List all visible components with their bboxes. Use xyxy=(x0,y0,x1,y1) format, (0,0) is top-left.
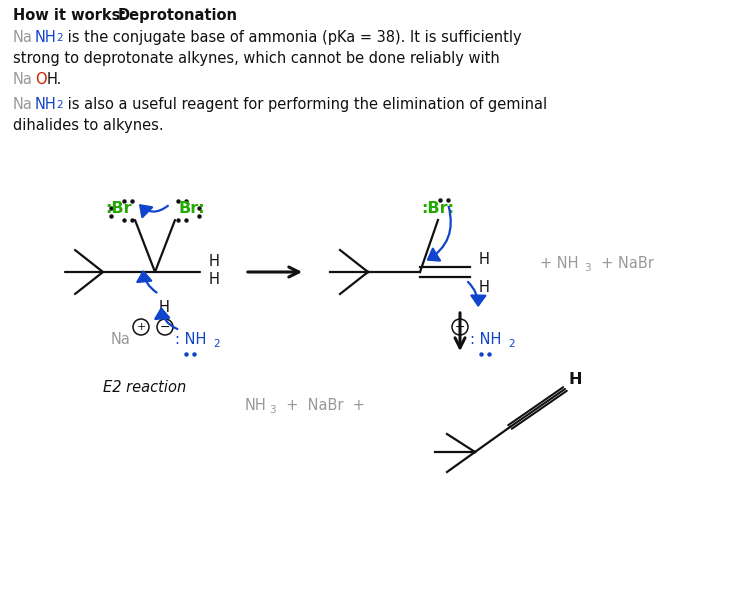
Text: 2: 2 xyxy=(508,339,514,349)
Text: : NH: : NH xyxy=(470,332,501,347)
FancyArrowPatch shape xyxy=(468,282,485,305)
Text: H: H xyxy=(479,252,490,267)
Text: H: H xyxy=(159,300,170,315)
Text: 2: 2 xyxy=(56,100,63,110)
Text: H: H xyxy=(209,255,220,270)
Text: Na: Na xyxy=(13,72,33,87)
Text: H: H xyxy=(479,281,490,296)
Text: dihalides to alkynes.: dihalides to alkynes. xyxy=(13,118,163,133)
Text: Na: Na xyxy=(13,97,33,112)
Text: 3: 3 xyxy=(269,405,275,415)
Text: E2 reaction: E2 reaction xyxy=(103,380,187,395)
Text: −: − xyxy=(160,320,170,334)
Text: :Br:: :Br: xyxy=(422,201,455,216)
Text: NH: NH xyxy=(35,30,57,45)
Text: +  NaBr  +: + NaBr + xyxy=(277,399,365,414)
FancyArrowPatch shape xyxy=(138,272,157,293)
Text: strong to deprotonate alkynes, which cannot be done reliably with: strong to deprotonate alkynes, which can… xyxy=(13,51,500,66)
Text: : NH: : NH xyxy=(175,332,206,347)
Text: NH: NH xyxy=(35,97,57,112)
FancyArrowPatch shape xyxy=(141,205,168,217)
Text: Deprotonation: Deprotonation xyxy=(118,8,238,23)
Text: 3: 3 xyxy=(584,263,590,273)
Text: + NH: + NH xyxy=(540,256,578,272)
Text: :Br: :Br xyxy=(105,201,132,216)
Text: Na: Na xyxy=(13,30,33,45)
Text: Br:: Br: xyxy=(178,201,205,216)
FancyArrowPatch shape xyxy=(155,309,177,329)
Text: NH: NH xyxy=(245,399,266,414)
Text: H: H xyxy=(568,371,581,386)
Text: O: O xyxy=(35,72,46,87)
Text: −: − xyxy=(455,320,465,334)
Text: 2: 2 xyxy=(213,339,219,349)
Text: H: H xyxy=(209,273,220,288)
Text: How it works:: How it works: xyxy=(13,8,131,23)
Text: + NaBr: + NaBr xyxy=(592,256,654,272)
Text: 2: 2 xyxy=(56,33,63,43)
Text: is the conjugate base of ammonia (pKa = 38). It is sufficiently: is the conjugate base of ammonia (pKa = … xyxy=(63,30,522,45)
Text: Na: Na xyxy=(111,332,131,347)
FancyArrowPatch shape xyxy=(428,206,450,261)
Text: is also a useful reagent for performing the elimination of geminal: is also a useful reagent for performing … xyxy=(63,97,547,112)
Text: H.: H. xyxy=(47,72,63,87)
Text: +: + xyxy=(136,322,146,332)
